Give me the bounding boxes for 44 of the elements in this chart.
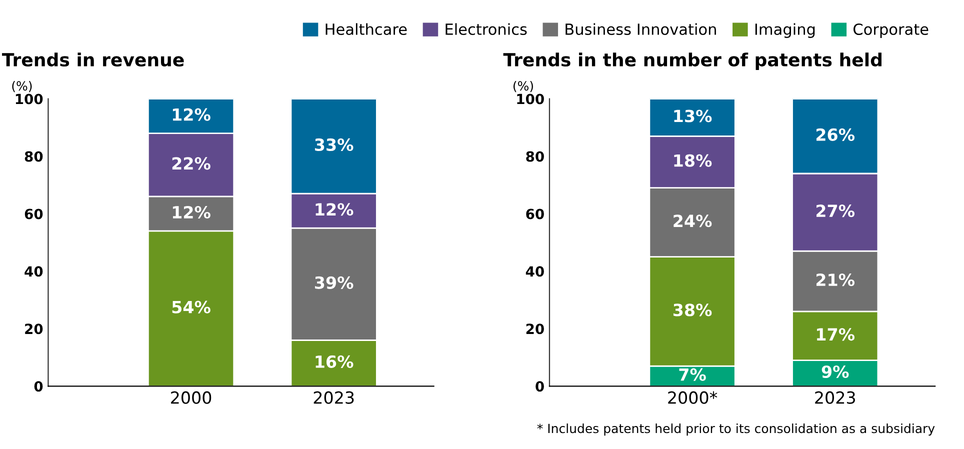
data-label: 16% bbox=[316, 355, 354, 368]
x-tick-label: 2023 bbox=[815, 391, 855, 404]
y-tick-label: 0 bbox=[34, 381, 43, 392]
y-tick-label: 20 bbox=[25, 324, 43, 334]
data-label: 17% bbox=[817, 328, 855, 341]
y-tick-label: 80 bbox=[24, 151, 43, 162]
legend-label: Electronics bbox=[446, 23, 527, 36]
y-tick-label: 40 bbox=[526, 266, 544, 277]
y-tick-label: 80 bbox=[526, 151, 544, 162]
y-tick-label: 0 bbox=[536, 381, 544, 392]
y-tick-label: 100 bbox=[16, 94, 43, 104]
x-tick-label: 2000* bbox=[668, 391, 718, 404]
chart-title: Trends in revenue bbox=[2, 52, 184, 67]
data-label: 38% bbox=[673, 304, 712, 316]
y-axis-title: (%) bbox=[12, 80, 32, 92]
data-label: 12% bbox=[316, 203, 354, 216]
y-tick-label: 60 bbox=[526, 208, 544, 220]
data-label: 12% bbox=[172, 108, 210, 121]
data-label: 26% bbox=[816, 128, 855, 141]
data-label: 9% bbox=[822, 365, 849, 378]
data-label: 13% bbox=[674, 110, 712, 122]
data-label: 12% bbox=[172, 206, 210, 219]
data-label: 27% bbox=[816, 204, 855, 218]
y-tick-label: 20 bbox=[526, 324, 544, 334]
data-label: 39% bbox=[315, 276, 354, 289]
text: * Includes patents held prior to its consolidation as a subsidiary bbox=[537, 423, 935, 436]
legend-label: Corporate bbox=[854, 23, 928, 38]
legend-label: Business Innovation bbox=[566, 23, 716, 36]
data-label: 21% bbox=[816, 273, 855, 286]
y-tick-label: 100 bbox=[517, 94, 544, 104]
data-label: 22% bbox=[172, 157, 210, 170]
y-tick-label: 40 bbox=[24, 266, 43, 277]
x-tick-label: 2023 bbox=[314, 391, 354, 404]
chart-title: Trends in the number of patents held bbox=[503, 52, 882, 70]
y-axis-title: (%) bbox=[514, 80, 533, 92]
data-label: 7% bbox=[679, 368, 706, 381]
data-label: 24% bbox=[674, 214, 712, 228]
data-label: 18% bbox=[674, 154, 712, 167]
data-label: 54% bbox=[172, 300, 210, 314]
legend-label: Imaging bbox=[755, 23, 815, 38]
x-tick-label: 2000 bbox=[171, 391, 212, 404]
legend-label: Healthcare bbox=[326, 23, 407, 36]
data-label: 33% bbox=[315, 138, 354, 152]
y-tick-label: 60 bbox=[24, 208, 43, 220]
